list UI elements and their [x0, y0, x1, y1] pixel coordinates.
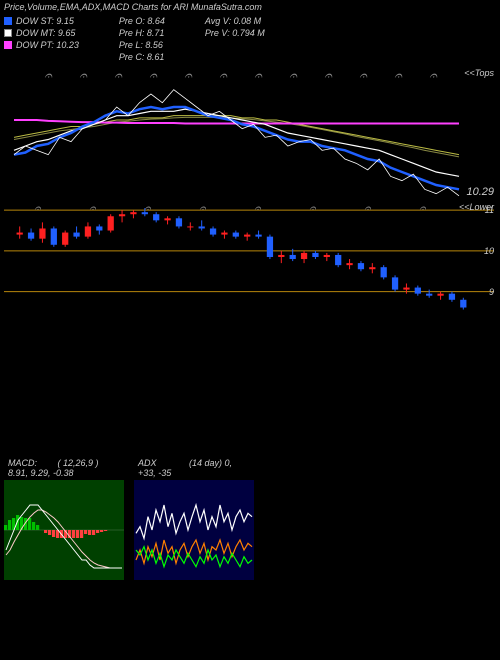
legend-dow-mt-label: DOW MT: 9.65	[16, 28, 75, 38]
svg-text:𝄐: 𝄐	[309, 202, 317, 215]
svg-text:𝄐: 𝄐	[199, 202, 207, 215]
stat-item: Avg V: 0.08 M	[205, 16, 265, 26]
svg-text:𝄐: 𝄐	[364, 202, 372, 215]
legend-dow-pt: DOW PT: 10.23	[4, 40, 79, 50]
adx-title: ADX	[138, 458, 157, 468]
legend-dow-pt-label: DOW PT: 10.23	[16, 40, 79, 50]
adx-panel: ADX (14 day) 0, +33, -35	[134, 456, 254, 580]
svg-text:𝄐: 𝄐	[89, 202, 97, 215]
svg-text:𝄐: 𝄐	[79, 68, 88, 83]
legend-row: DOW ST: 9.15 DOW MT: 9.65 DOW PT: 10.23 …	[0, 14, 500, 64]
svg-text:𝄐: 𝄐	[219, 68, 228, 83]
top-label: <<Tops	[464, 68, 494, 78]
svg-text:𝄐: 𝄐	[184, 68, 193, 83]
svg-text:𝄐: 𝄐	[359, 68, 368, 83]
svg-text:𝄐: 𝄐	[394, 68, 403, 83]
y-axis-label: 10	[484, 246, 494, 256]
svg-text:𝄐: 𝄐	[44, 68, 53, 83]
svg-text:𝄐: 𝄐	[254, 68, 263, 83]
y-axis-label: 9	[489, 287, 494, 297]
main-chart-panel: 𝄐 𝄐 𝄐 𝄐 𝄐 𝄐 𝄐 𝄐 𝄐 𝄐 𝄐 𝄐 <<Tops 10.29	[4, 68, 496, 198]
svg-text:𝄐: 𝄐	[324, 68, 333, 83]
stat-item: Pre C: 8.61	[119, 52, 165, 62]
svg-text:𝄐: 𝄐	[114, 68, 123, 83]
adx-svg	[134, 480, 254, 580]
chart-title: Price,Volume,EMA,ADX,MACD Charts for ARI…	[0, 0, 500, 14]
stat-item: Pre O: 8.64	[119, 16, 165, 26]
macd-svg	[4, 480, 124, 580]
macd-title: MACD:	[8, 458, 37, 468]
swatch-mt	[4, 29, 12, 37]
stat-item: Pre L: 8.56	[119, 40, 165, 50]
swatch-st	[4, 17, 12, 25]
stats-mid: Pre O: 8.64 Pre H: 8.71 Pre L: 8.56 Pre C: …	[119, 16, 165, 62]
indicator-row: MACD: ( 12,26,9 ) 8.91, 9.29, -0.38 ADX …	[0, 456, 500, 580]
svg-text:𝄐: 𝄐	[254, 202, 262, 215]
stat-item: Pre V: 0.794 M	[205, 28, 265, 38]
y-axis-label: 11	[485, 205, 494, 215]
legend-dow-mt: DOW MT: 9.65	[4, 28, 79, 38]
svg-text:𝄐: 𝄐	[289, 68, 298, 83]
spacer	[0, 316, 500, 456]
candle-chart-panel: 𝄐𝄐𝄐𝄐𝄐𝄐𝄐𝄐 <<Lower 11109	[4, 202, 496, 312]
swatch-pt	[4, 41, 12, 49]
main-chart-svg: 𝄐 𝄐 𝄐 𝄐 𝄐 𝄐 𝄐 𝄐 𝄐 𝄐 𝄐 𝄐	[4, 68, 494, 198]
macd-panel: MACD: ( 12,26,9 ) 8.91, 9.29, -0.38	[4, 456, 124, 580]
stat-item: Pre H: 8.71	[119, 28, 165, 38]
svg-text:𝄐: 𝄐	[419, 202, 427, 215]
price-label: 10.29	[466, 186, 494, 198]
stats-right: Avg V: 0.08 M Pre V: 0.794 M	[205, 16, 265, 62]
svg-text:𝄐: 𝄐	[429, 68, 438, 83]
candle-chart-svg: 𝄐𝄐𝄐𝄐𝄐𝄐𝄐𝄐	[4, 202, 494, 312]
svg-text:𝄐: 𝄐	[149, 68, 158, 83]
legend-dow-st-label: DOW ST: 9.15	[16, 16, 74, 26]
svg-text:𝄐: 𝄐	[34, 202, 42, 215]
legend-dow-st: DOW ST: 9.15	[4, 16, 79, 26]
